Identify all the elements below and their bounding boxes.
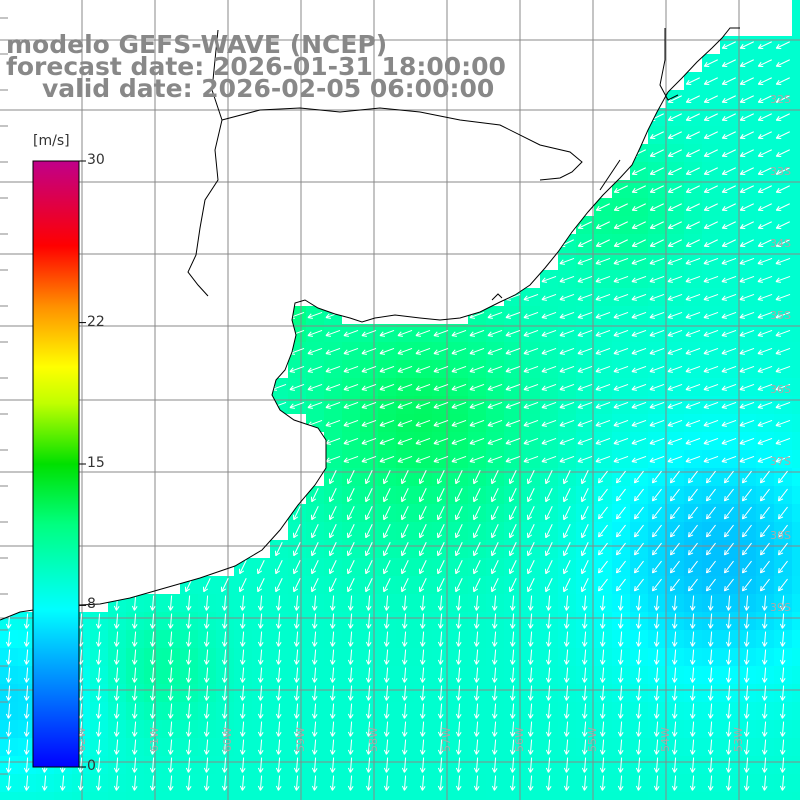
colorbar-unit: [m/s] bbox=[33, 133, 70, 149]
lat-label: 32S bbox=[770, 93, 791, 106]
title-valid-date: valid date: 2026-02-05 06:00:00 bbox=[42, 74, 495, 103]
lon-label: 53W bbox=[732, 727, 745, 752]
lon-label: 56W bbox=[513, 727, 526, 752]
lon-label: 54W bbox=[659, 727, 672, 752]
colorbar-tick-label: 8 bbox=[87, 596, 96, 613]
wind-arrows bbox=[5, 41, 791, 791]
lon-label: 55W bbox=[586, 727, 599, 752]
lon-label: 59W bbox=[294, 727, 307, 752]
colorbar-tick-label: 15 bbox=[87, 455, 105, 471]
lon-label: 60W bbox=[221, 727, 234, 752]
colorbar-tick-label: 30 bbox=[87, 152, 105, 168]
lat-label: 36S bbox=[770, 383, 791, 396]
title-forecast-date: forecast date: 2026-01-31 18:00:00 bbox=[6, 52, 506, 81]
lat-label: 35S bbox=[770, 309, 791, 322]
title-model: modelo GEFS-WAVE (NCEP) bbox=[6, 30, 388, 59]
lon-label: 61W bbox=[148, 727, 161, 752]
lon-label: 57W bbox=[440, 727, 453, 752]
lat-label: 34S bbox=[770, 237, 791, 250]
lat-label: 37S bbox=[770, 455, 791, 468]
colorbar bbox=[32, 160, 86, 768]
lon-label: 58W bbox=[367, 727, 380, 752]
lat-label: 39S bbox=[770, 601, 791, 614]
colorbar-tick-label: 22 bbox=[87, 313, 105, 330]
colorbar-gradient bbox=[32, 160, 80, 768]
colorbar-tick-label: 0 bbox=[87, 758, 96, 774]
lat-label: 33S bbox=[770, 165, 791, 178]
lat-label: 38S bbox=[770, 529, 791, 542]
coastline bbox=[0, 27, 740, 621]
